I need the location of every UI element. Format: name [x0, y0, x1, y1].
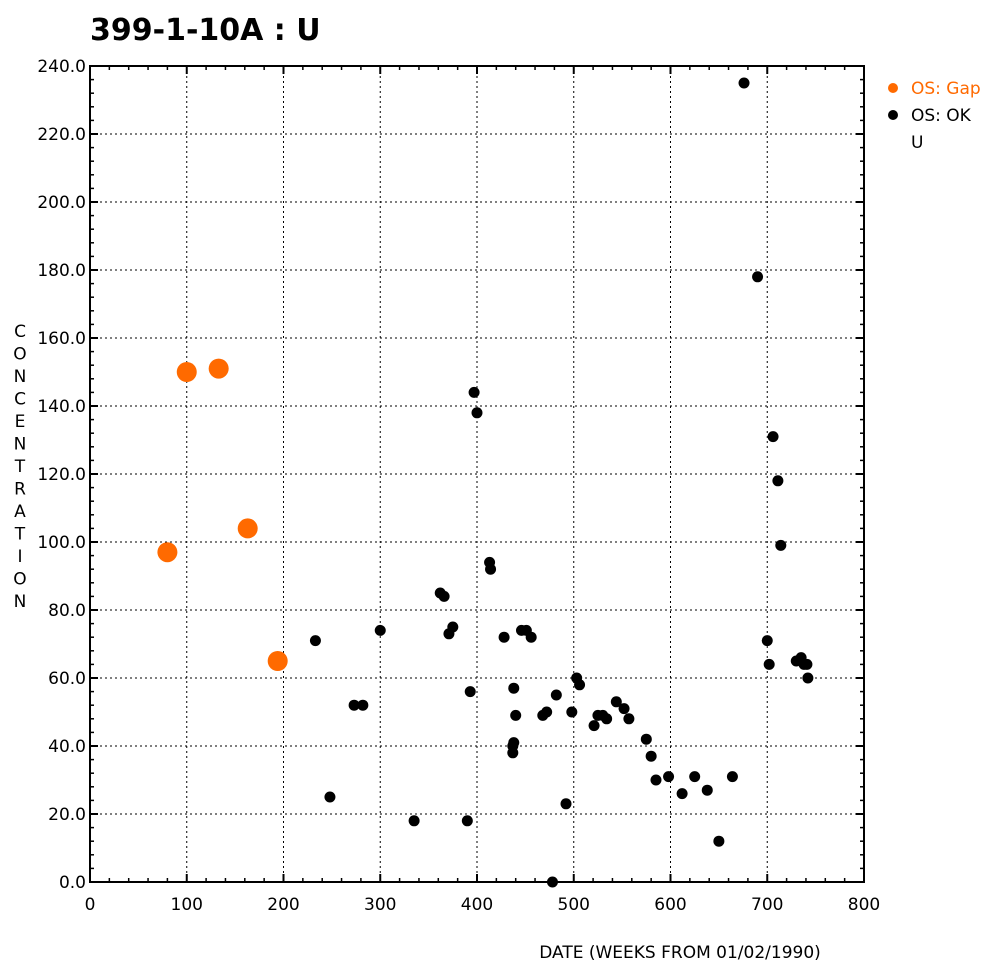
x-tick-label: 400: [461, 895, 493, 915]
os-ok-point: [510, 709, 522, 721]
grid-lines: [90, 66, 864, 882]
y-tick-label: 20.0: [48, 805, 86, 825]
os-gap-point: [208, 358, 229, 379]
os-ok-point: [541, 706, 553, 718]
os-ok-point: [623, 713, 635, 725]
os-ok-point: [738, 77, 750, 89]
y-tick-label: 80.0: [48, 601, 86, 621]
x-axis-label: DATE (WEEKS FROM 01/02/1990): [539, 943, 821, 963]
x-tick-label: 200: [267, 895, 299, 915]
os-ok-point: [485, 563, 497, 575]
os-ok-point: [309, 635, 321, 647]
x-tick-label: 800: [848, 895, 880, 915]
axis-ticks: [89, 65, 865, 883]
x-tick-label: 700: [751, 895, 783, 915]
os-ok-point: [676, 788, 688, 800]
os-ok-point: [767, 431, 779, 443]
y-tick-label: 240.0: [37, 57, 86, 77]
x-tick-label: 100: [171, 895, 203, 915]
os-ok-point: [468, 386, 480, 398]
os-ok-point: [408, 815, 420, 827]
os-ok-point: [348, 699, 360, 711]
os-ok-point: [802, 672, 814, 684]
legend-marker: [888, 83, 898, 93]
os-ok-point: [763, 658, 775, 670]
legend-entry-label: OS: OK: [911, 106, 972, 126]
os-ok-point: [726, 771, 738, 783]
os-ok-point: [550, 689, 562, 701]
os-gap-point: [267, 651, 288, 671]
y-tick-label: 220.0: [37, 125, 86, 145]
chart-title: 399-1-10A : U: [90, 13, 321, 48]
os-ok-point: [374, 624, 386, 636]
y-tick-label: 180.0: [37, 261, 86, 281]
os-gap-point: [176, 362, 197, 382]
y-tick-label: 60.0: [48, 669, 86, 689]
os-ok-point: [610, 696, 622, 708]
legend: OS: Gap OS: OK U: [888, 79, 981, 153]
os-ok-point: [601, 713, 613, 725]
os-ok-point: [588, 720, 600, 732]
os-ok-point: [525, 631, 537, 643]
legend-marker: [888, 110, 898, 120]
os-ok-point: [775, 539, 787, 551]
os-ok-point: [447, 621, 459, 633]
x-axis-tick-labels: 0 100 200 300 400 500 600 700 800: [85, 895, 881, 915]
y-tick-label: 200.0: [37, 193, 86, 213]
os-ok-point: [461, 815, 473, 827]
os-ok-point: [752, 271, 764, 283]
y-tick-label: 120.0: [37, 465, 86, 485]
os-gap-point: [237, 518, 258, 539]
os-ok-point: [357, 699, 369, 711]
legend-entry-label: OS: Gap: [911, 79, 981, 99]
os-ok-point: [640, 733, 652, 745]
os-ok-point: [772, 475, 784, 487]
os-ok-point: [508, 682, 520, 694]
os-gap-point: [157, 542, 178, 563]
os-ok-point: [560, 798, 572, 810]
y-tick-label: 0.0: [59, 873, 86, 893]
os-ok-point: [574, 679, 586, 691]
os-ok-point: [464, 686, 476, 698]
y-axis-tick-labels: 0.0 20.0 40.0 60.0 80.0 100.0 120.0 140.0 160.0 1…: [37, 57, 86, 893]
y-tick-label: 160.0: [37, 329, 86, 349]
os-ok-point: [508, 737, 520, 749]
os-ok-point: [663, 771, 675, 783]
y-tick-label: 100.0: [37, 533, 86, 553]
x-tick-label: 300: [364, 895, 396, 915]
x-tick-label: 0: [85, 895, 96, 915]
os-ok-point: [546, 876, 558, 888]
os-ok-point: [566, 706, 578, 718]
os-ok-point: [324, 791, 336, 803]
x-tick-label: 500: [558, 895, 590, 915]
os-ok-point: [645, 750, 657, 762]
os-ok-point: [498, 631, 510, 643]
os-ok-point: [650, 774, 662, 786]
legend-variable-label: U: [911, 133, 923, 153]
x-tick-label: 600: [654, 895, 686, 915]
y-tick-label: 140.0: [37, 397, 86, 417]
os-ok-point: [471, 407, 483, 419]
os-ok-point: [701, 784, 713, 796]
y-tick-label: 40.0: [48, 737, 86, 757]
os-ok-point: [713, 835, 725, 847]
os-ok-point: [438, 590, 450, 602]
os-ok-point: [801, 658, 813, 670]
os-ok-point: [618, 703, 630, 715]
os-ok-point: [689, 771, 701, 783]
data-points: [157, 77, 814, 888]
os-ok-point: [761, 635, 773, 647]
